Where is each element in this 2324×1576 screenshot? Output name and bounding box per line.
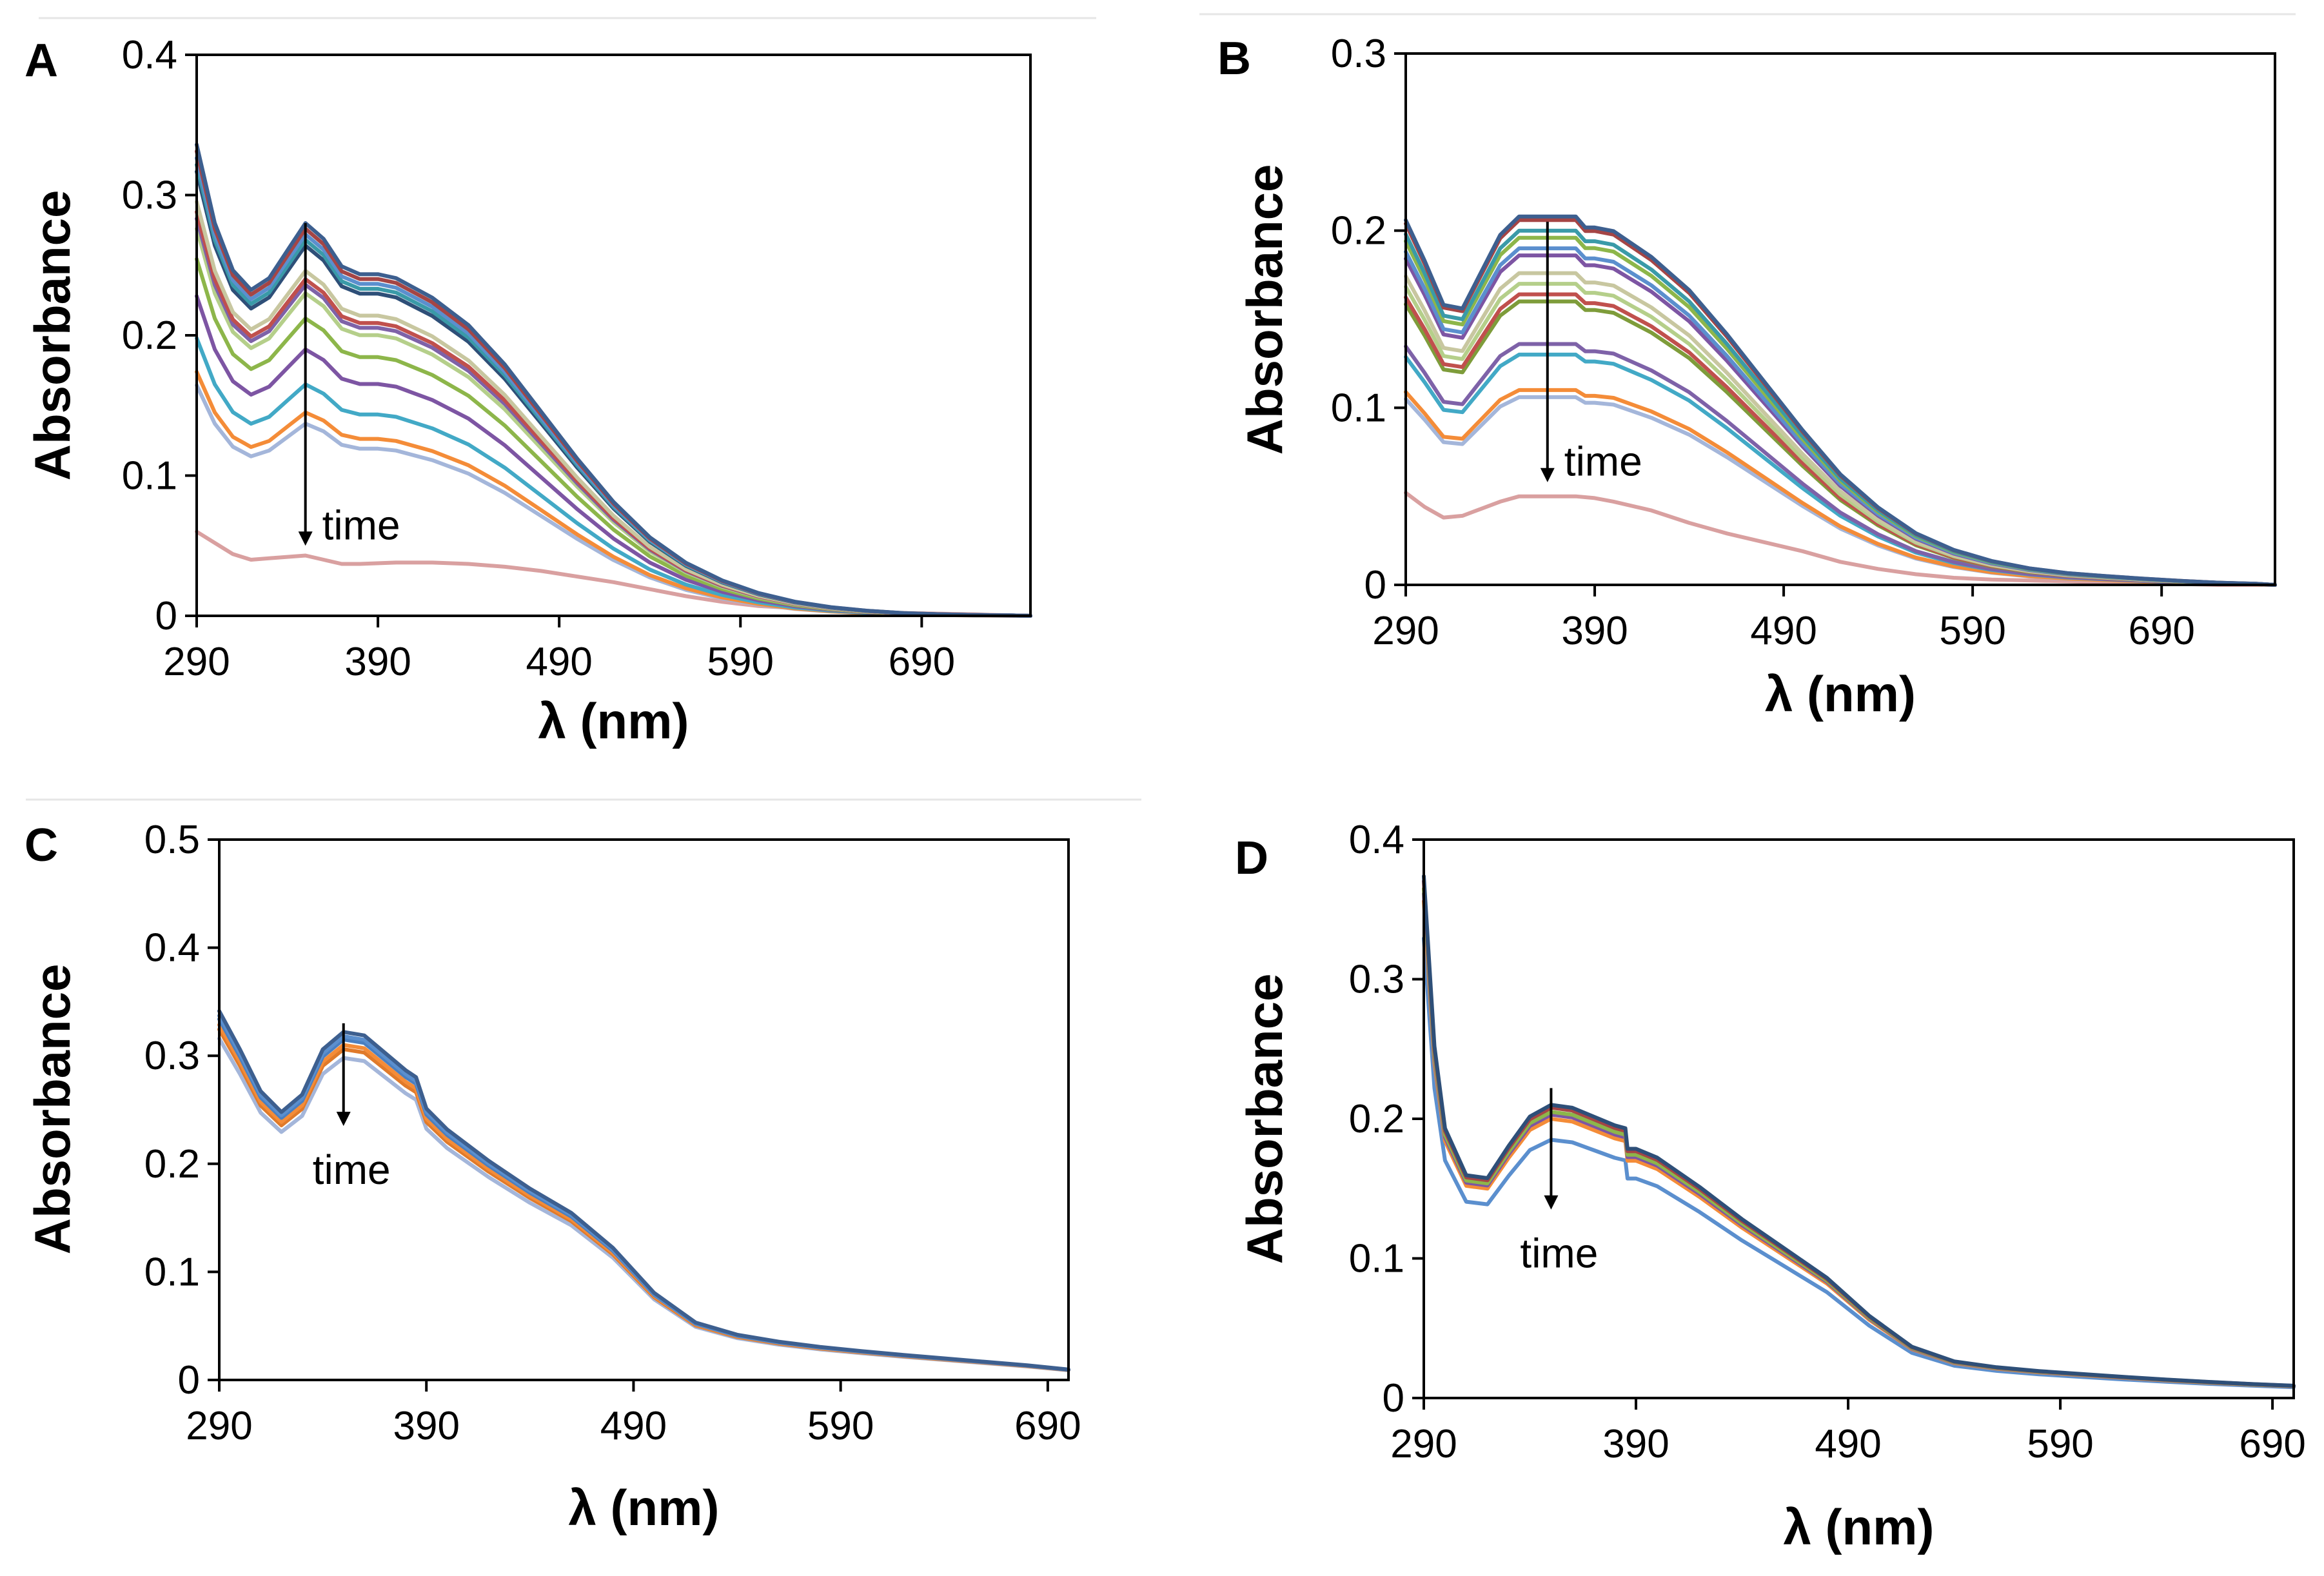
y-tick-label-c: 0.4: [144, 926, 200, 970]
series-a-t6: [195, 199, 1032, 618]
x-axis-title-d: λ (nm): [1784, 1499, 1935, 1555]
x-tick-label-b: 290: [1372, 609, 1439, 653]
series-d-t6: [1422, 936, 2296, 1390]
time-annotation-d: time: [1520, 1230, 1598, 1277]
series-c-t6: [217, 1036, 1070, 1372]
series-c-t1: [217, 1009, 1070, 1372]
y-tick-label-a: 0: [155, 594, 177, 638]
y-tick-label-d: 0.3: [1349, 958, 1404, 1002]
x-tick-label-b: 490: [1750, 609, 1817, 653]
x-axis-title-a: λ (nm): [538, 693, 689, 749]
plot-frame-b: [1404, 52, 2276, 586]
x-tick-label-b: 390: [1561, 609, 1628, 653]
x-tick-label-d: 590: [2027, 1422, 2093, 1466]
y-tick-label-d: 0.4: [1349, 818, 1404, 862]
series-b-final: [1404, 491, 2277, 587]
series-b-t11: [1404, 342, 2277, 587]
series-b-t5: [1404, 246, 2277, 587]
time-annotation-a: time: [322, 502, 400, 548]
x-axis-title-c: λ (nm): [569, 1479, 720, 1536]
plot-area-b: [1404, 214, 2277, 587]
x-tick-label-c: 490: [600, 1404, 667, 1448]
y-axis-title-d: Absorbance: [1236, 974, 1293, 1265]
series-d-t1: [1422, 874, 2296, 1388]
series-c-t5: [217, 1027, 1070, 1372]
y-axis-title-a: Absorbance: [24, 190, 81, 481]
series-b-t8: [1404, 282, 2277, 587]
y-tick-label-b: 0: [1364, 563, 1386, 607]
series-b-t7: [1404, 271, 2277, 587]
time-arrowhead-d: [1544, 1195, 1559, 1210]
x-tick-label-a: 390: [344, 640, 411, 684]
series-a-t12: [195, 336, 1032, 618]
series-a-t13: [195, 369, 1032, 618]
panel-a: A 0 0.1 0.2 0.3 0.4 290 390 490 590 690 λ (nm) Abso…: [24, 33, 1032, 749]
y-tick-label-b: 0.1: [1331, 386, 1386, 430]
panel-b: B 0 0.1 0.2 0.3 290 390 490 590 690 λ (nm) Absorba…: [1217, 32, 2277, 722]
y-tick-label-a: 0.2: [122, 313, 177, 358]
y-tick-label-d: 0: [1383, 1376, 1404, 1421]
y-axis-title-b: Absorbance: [1236, 164, 1293, 455]
x-tick-label-b: 590: [1939, 609, 2005, 653]
plot-area-d: [1422, 874, 2296, 1390]
x-tick-label-a: 590: [707, 640, 774, 684]
x-tick-label-d: 290: [1390, 1422, 1457, 1466]
panel-label-b: B: [1217, 33, 1251, 84]
series-d-t5: [1422, 899, 2296, 1388]
y-axis-title-c: Absorbance: [24, 964, 81, 1255]
panel-label-c: C: [25, 820, 58, 871]
panel-label-a: A: [25, 35, 58, 86]
y-tick-label-a: 0.4: [122, 33, 177, 77]
series-c-t4: [217, 1023, 1070, 1372]
series-a-t10: [195, 257, 1032, 618]
x-tick-label-c: 290: [186, 1404, 252, 1448]
series-c-t3: [217, 1017, 1070, 1372]
panel-c: C 0 0.1 0.2 0.3 0.4 0.5 290 390 490 590 690 λ (nm) A…: [24, 818, 1081, 1536]
series-b-t4: [1404, 235, 2277, 587]
x-tick-label-a: 490: [526, 640, 592, 684]
series-b-t6: [1404, 253, 2277, 587]
y-tick-label-b: 0.3: [1331, 32, 1386, 76]
series-b-t1: [1404, 214, 2277, 587]
time-annotation-c: time: [313, 1147, 391, 1193]
y-tick-label-d: 0.1: [1349, 1237, 1404, 1281]
y-tick-label-c: 0.3: [144, 1034, 200, 1078]
x-tick-label-a: 690: [889, 640, 955, 684]
x-tick-label-c: 690: [1014, 1404, 1081, 1448]
panel-d: D 0 0.1 0.2 0.3 0.4 290 390 490 590 690 λ (nm) Abso…: [1235, 818, 2306, 1555]
x-tick-label-c: 590: [807, 1404, 874, 1448]
panel-label-d: D: [1235, 832, 1268, 884]
series-b-t9: [1404, 292, 2277, 587]
x-tick-label-d: 490: [1815, 1422, 1881, 1466]
y-tick-label-c: 0: [178, 1358, 200, 1403]
y-tick-label-a: 0.1: [122, 454, 177, 498]
plot-area-c: [217, 1009, 1070, 1372]
x-tick-label-b: 690: [2128, 609, 2194, 653]
x-tick-label-c: 390: [393, 1404, 459, 1448]
series-a-t11: [195, 294, 1032, 618]
x-tick-label-d: 390: [1602, 1422, 1669, 1466]
time-arrowhead-c: [336, 1112, 351, 1127]
x-tick-label-d: 690: [2239, 1422, 2305, 1466]
y-tick-label-c: 0.2: [144, 1142, 200, 1187]
time-arrowhead-a: [298, 531, 313, 546]
plot-frame-c: [218, 838, 1070, 1381]
y-tick-label-b: 0.2: [1331, 209, 1386, 253]
x-tick-label-a: 290: [163, 640, 230, 684]
y-tick-label-c: 0.5: [144, 818, 200, 862]
y-tick-label-d: 0.2: [1349, 1097, 1404, 1141]
y-tick-label-a: 0.3: [122, 173, 177, 218]
x-axis-title-b: λ (nm): [1765, 665, 1916, 722]
series-a-t1: [195, 143, 1032, 618]
y-tick-label-c: 0.1: [144, 1250, 200, 1294]
plot-area-a: [195, 143, 1032, 618]
time-annotation-b: time: [1564, 438, 1642, 485]
time-arrowhead-b: [1540, 468, 1555, 482]
